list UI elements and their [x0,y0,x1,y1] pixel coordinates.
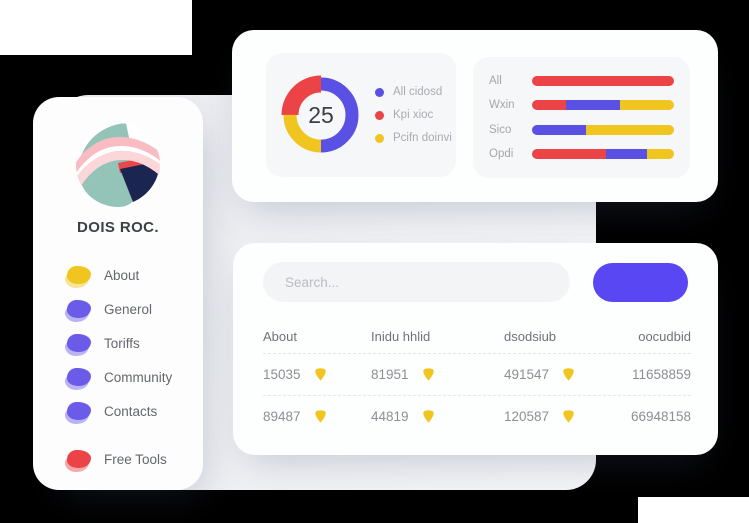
sidebar-item-label: Generol [104,301,153,317]
bar-row-wxin: Wxin [489,99,674,111]
donut-chart: 25 [281,75,361,155]
search-input[interactable] [263,262,570,302]
bar-row-all: All [489,75,674,87]
menu-blob-icon [67,450,91,468]
cell-value: 120587 [504,409,550,424]
bar-row-label: Wxin [489,99,515,112]
legend-dot-icon [375,87,384,97]
legend-label: Kpi xioc [393,109,434,121]
data-table: About Inidu hhlid dsodsiub oocudbid 15035 819… [263,319,691,437]
sidebar-item-label: Contacts [104,403,158,419]
table-header-cell: dsodsiub [504,328,557,344]
donut-center-value: 25 [308,102,334,128]
bar-track [532,76,674,87]
logo-image [76,123,160,207]
menu-blob-icon [67,402,91,420]
sidebar: DOIS ROC. About Generol Toriffs Community Co… [33,97,203,490]
table-cell: 89487 [263,409,371,424]
sidebar-item-about[interactable]: About [67,258,203,292]
sidebar-item-contacts[interactable]: Contacts [67,394,203,428]
background-block-bottom-right [638,497,749,523]
cell-value: 66948158 [631,409,692,424]
cell-value: 491547 [504,367,550,382]
sidebar-item-label: About [104,267,140,283]
bar-track [532,124,674,135]
cell-value: 89487 [263,409,301,424]
bar-segment-yellow [585,124,674,135]
cell-value: 15035 [263,367,301,382]
table-cell: 491547 [504,367,631,382]
bar-segment-red [532,100,567,111]
bar-segment-yellow [647,148,674,159]
cell-value: 44819 [371,409,409,424]
table-cell: 66948158 [631,409,691,424]
sidebar-item-label: Free Tools [104,451,167,467]
donut-segment-pcifn-doinvi [283,77,359,153]
bar-track [532,148,674,159]
donut-legend: All cidosd Kpi xioc Pcifn doinvi [361,86,452,144]
sidebar-item-label: Toriffs [104,335,140,351]
bar-segment-purple [566,100,621,111]
donut-chart-card: 25 All cidosd Kpi xioc Pcifn doinvi [266,53,456,177]
bar-row-sico: Sico [489,124,674,136]
bar-segment-red [532,148,606,159]
toolbar [263,262,688,302]
table-cell: 15035 [263,367,371,382]
background-block-top-left [0,0,192,55]
sidebar-item-free-tools[interactable]: Free Tools [67,442,203,476]
cell-value: 81951 [371,367,409,382]
sidebar-item-generol[interactable]: Generol [67,292,203,326]
cell-value: 11658859 [631,367,691,382]
table-header-cell: Inidu hhlid [371,328,431,344]
menu-blob-icon [67,266,91,284]
table-header-row: About Inidu hhlid dsodsiub oocudbid [263,319,691,354]
table-card: About Inidu hhlid dsodsiub oocudbid 15035 819… [233,243,718,455]
bar-row-opdi: Opdi [489,148,674,160]
bar-track [532,100,674,111]
table-row[interactable]: 15035 81951 491547 11658859 [263,354,691,396]
menu-blob-icon [67,368,91,386]
menu-blob-icon [67,334,91,352]
sidebar-item-label: Community [104,369,173,385]
legend-dot-icon [375,110,384,120]
legend-label: All cidosd [393,86,443,98]
bar-segment-purple [532,124,586,135]
bar-row-label: All [489,75,502,88]
legend-item: All cidosd [375,86,452,98]
legend-label: Pcifn doinvi [393,132,452,144]
shield-icon [314,410,326,423]
logo [76,123,160,207]
legend-item: Kpi xioc [375,109,452,121]
brand-title: DOIS ROC. [77,219,159,236]
bar-segment-red [532,76,674,87]
shield-icon [563,368,574,381]
sidebar-menu: About Generol Toriffs Community Contacts Free… [33,258,203,476]
table-cell: 11658859 [631,367,691,382]
charts-card: 25 All cidosd Kpi xioc Pcifn doinvi All Wxi… [232,30,718,202]
primary-button[interactable] [593,262,688,302]
table-cell: 44819 [371,409,504,424]
table-row[interactable]: 89487 44819 120587 66948158 [263,396,691,437]
bar-segment-yellow [620,100,674,111]
legend-item: Pcifn doinvi [375,132,452,144]
table-cell: 120587 [504,409,631,424]
table-header-cell: oocudbid [638,328,691,344]
table-cell: 81951 [371,367,504,382]
bar-row-label: Sico [489,123,512,136]
menu-blob-icon [67,300,91,318]
bar-chart-card: All Wxin Sico Opdi [473,57,690,178]
bar-row-label: Opdi [489,147,514,160]
shield-icon [422,410,434,423]
shield-icon [563,410,574,423]
shield-icon [314,368,326,381]
bar-segment-purple [605,148,647,159]
legend-dot-icon [375,133,384,143]
table-header-cell: About [263,328,297,344]
shield-icon [422,368,434,381]
sidebar-item-community[interactable]: Community [67,360,203,394]
sidebar-item-toriffs[interactable]: Toriffs [67,326,203,360]
